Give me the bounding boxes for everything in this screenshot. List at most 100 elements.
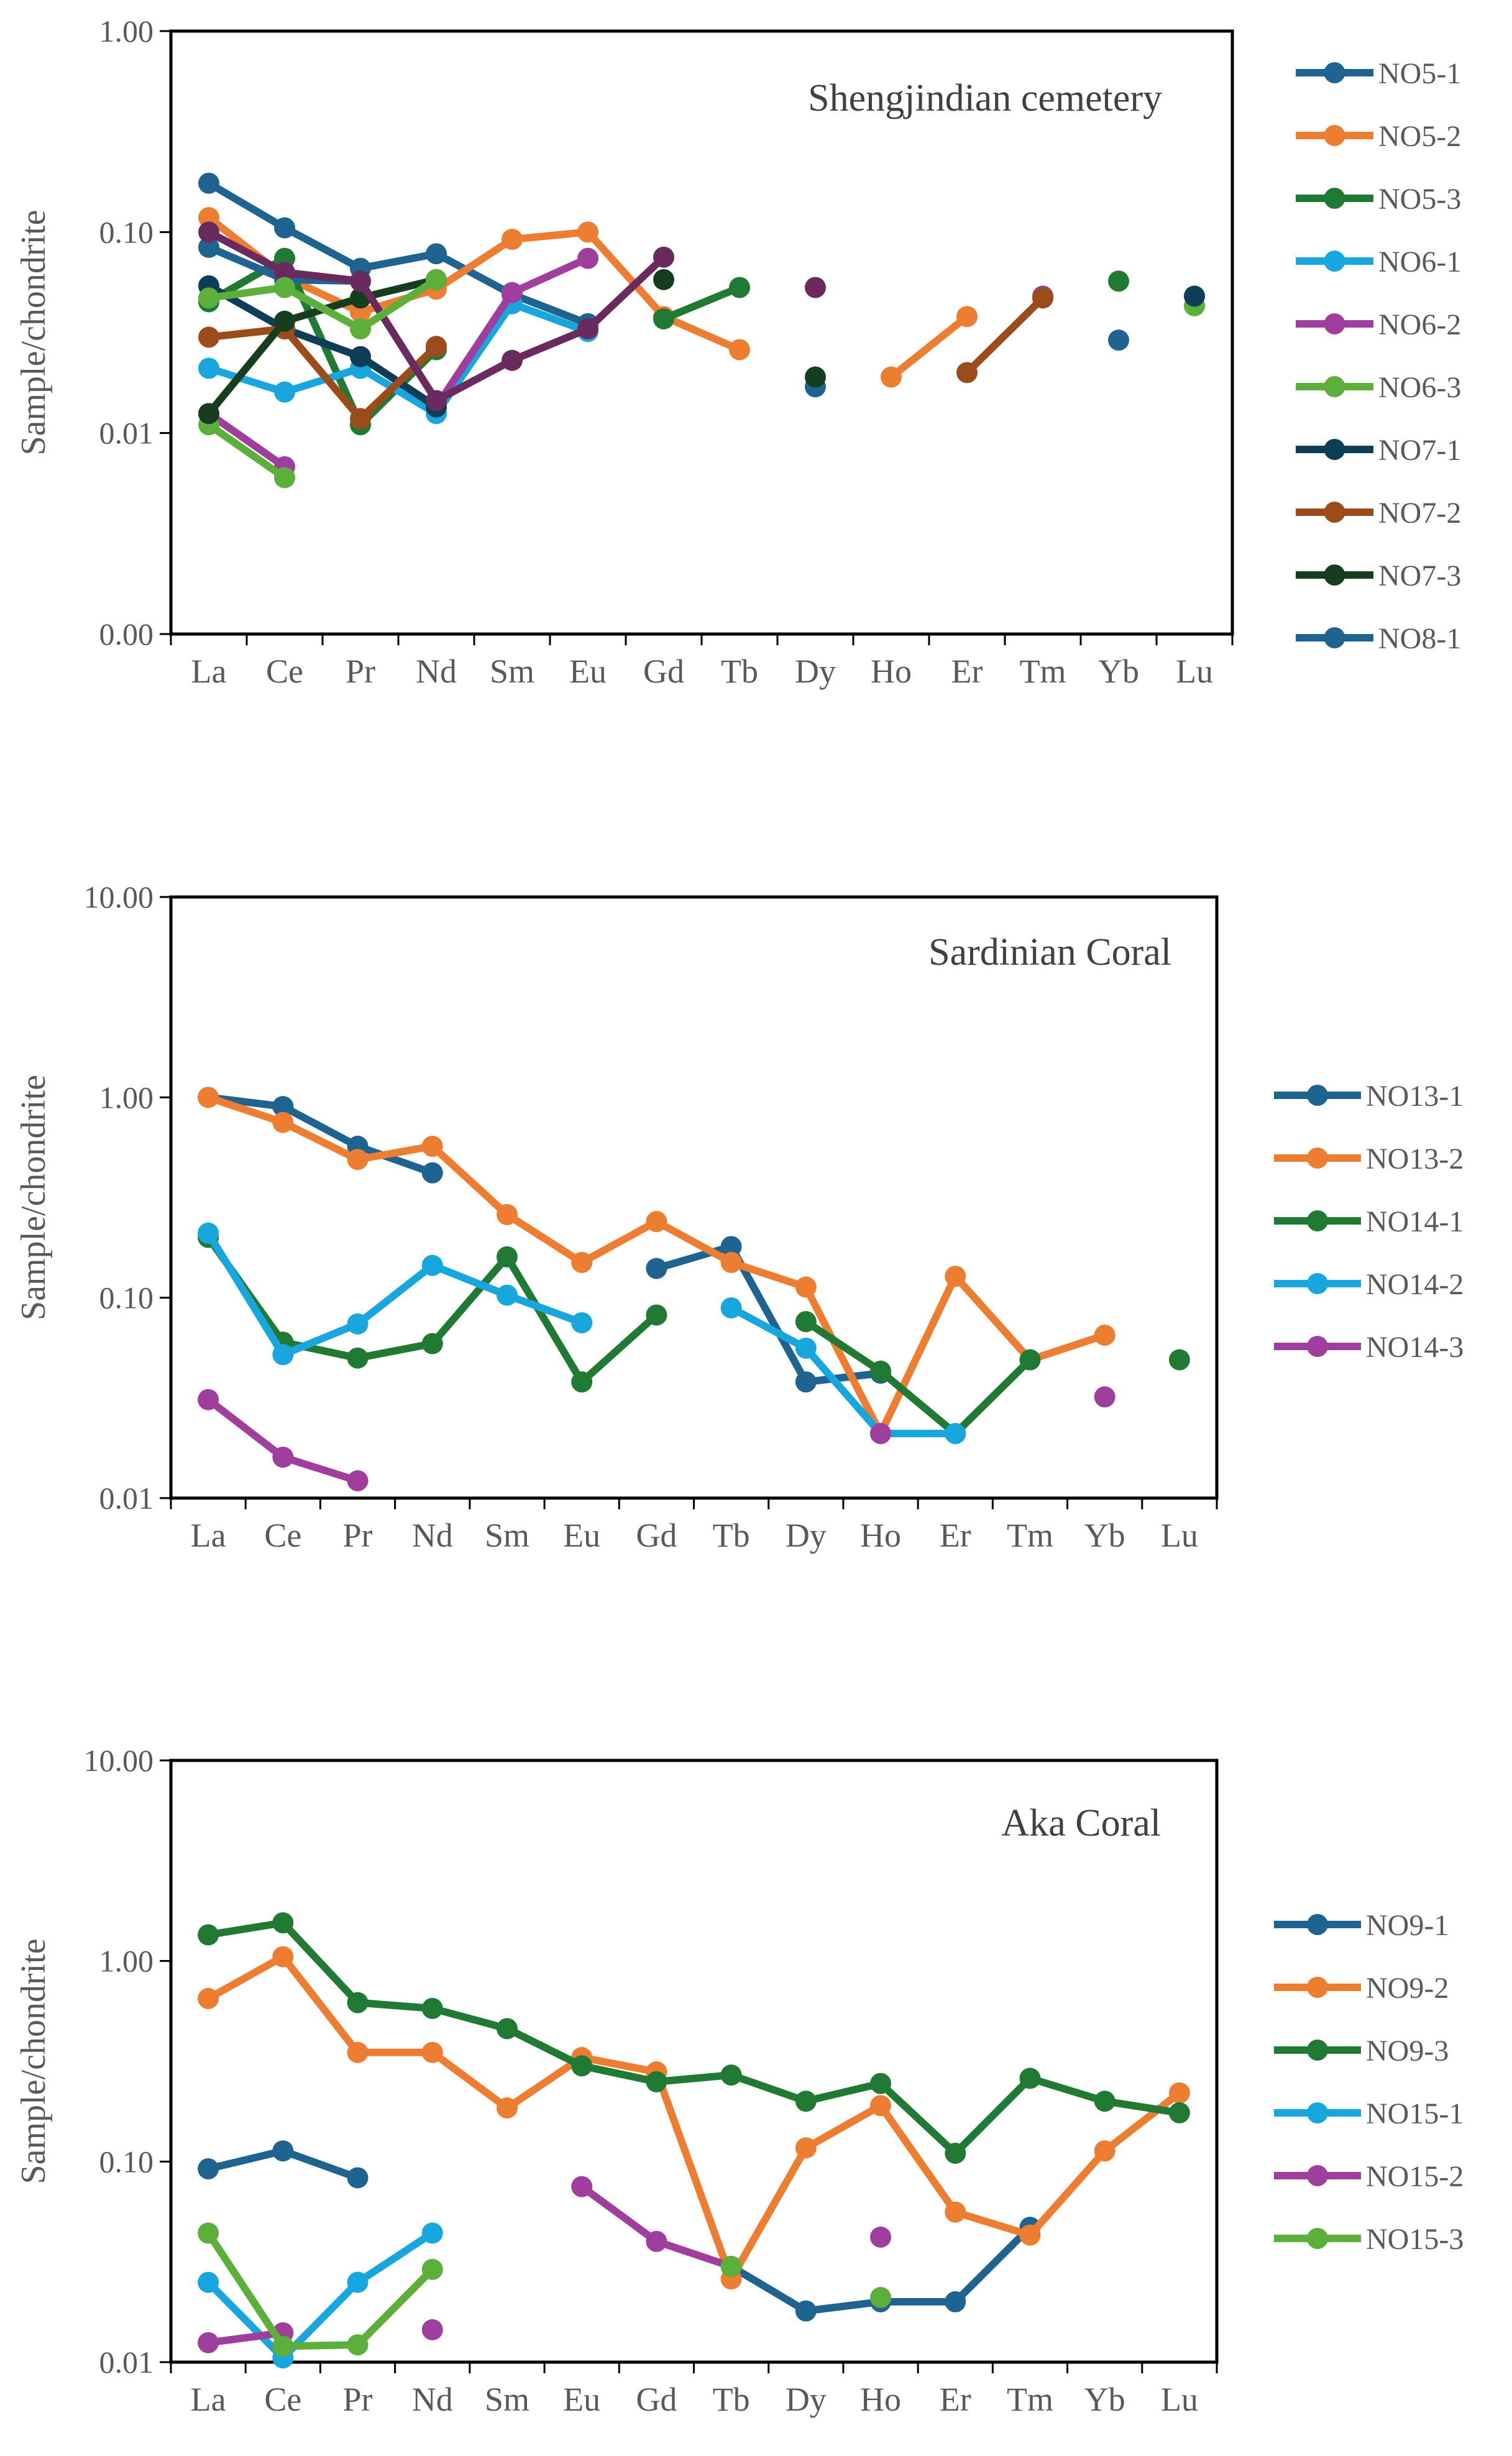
- legend-marker: [1307, 2102, 1328, 2123]
- series-line-segment: [204, 2329, 287, 2347]
- y-tick-label: 10.00: [84, 880, 154, 914]
- legend-label: NO5-2: [1378, 120, 1461, 153]
- series-NO15-2: [198, 2176, 892, 2353]
- data-point: [272, 1912, 294, 1934]
- series-line-segment: [653, 1243, 735, 1272]
- series-line-segment: [1026, 2147, 1109, 2239]
- data-point: [577, 247, 598, 269]
- data-point: [198, 326, 219, 348]
- legend-label: NO5-3: [1378, 183, 1461, 216]
- series-line-segment: [727, 1304, 810, 1352]
- x-tick-label: Yb: [1098, 653, 1139, 690]
- data-point: [272, 1446, 294, 1468]
- series-line-segment: [887, 313, 971, 381]
- data-point: [198, 403, 219, 425]
- data-point: [646, 1304, 667, 1326]
- x-tick-label: Sm: [485, 2381, 529, 2418]
- data-point: [274, 217, 295, 239]
- data-point: [496, 1203, 518, 1225]
- series-NO9-3: [198, 1912, 1190, 2164]
- data-point: [646, 2071, 667, 2092]
- legend-item: NO15-3: [1274, 2223, 1464, 2256]
- series-line-segment: [428, 1143, 511, 1218]
- series-line-segment: [205, 228, 288, 277]
- series-line-segment: [660, 313, 743, 354]
- series-line-segment: [357, 343, 440, 423]
- legend: NO9-1 NO9-2 NO9-3 NO15-1 NO15-2 NO15-3: [1274, 1909, 1464, 2256]
- series-line-segment: [204, 1396, 287, 1461]
- y-tick-label: 0.10: [99, 1281, 154, 1315]
- series-line-segment: [204, 1919, 287, 1939]
- x-tick-label: Er: [940, 2381, 971, 2418]
- x-tick-label: Er: [940, 1517, 971, 1554]
- series-line-segment: [279, 1103, 362, 1151]
- x-tick-label: Ho: [871, 653, 912, 690]
- series-line-segment: [1101, 2089, 1183, 2155]
- series-line-segment: [205, 283, 288, 302]
- series-line-segment: [578, 2054, 661, 2076]
- data-point: [347, 2041, 369, 2063]
- legend-label: NO7-1: [1378, 434, 1461, 467]
- data-point: [1168, 2102, 1190, 2123]
- data-point: [350, 346, 371, 367]
- data-point: [198, 1389, 219, 1410]
- series-line-segment: [653, 2237, 735, 2271]
- chart-1: 0.00 0.01 0.10 1.00 La Ce Pr Nd Sm Eu Gd Tb Dy Ho Er Tm…: [14, 14, 1461, 690]
- data-point: [347, 1470, 369, 1492]
- x-tick-label: La: [191, 2381, 226, 2418]
- legend-marker: [1324, 313, 1345, 334]
- data-point: [870, 2095, 892, 2117]
- legend-item: NO15-2: [1274, 2160, 1464, 2193]
- legend-item: NO9-2: [1274, 1972, 1449, 2005]
- legend-label: NO6-1: [1378, 246, 1461, 278]
- x-tick-label: Tm: [1007, 2381, 1053, 2418]
- data-point: [1094, 2090, 1116, 2112]
- series-line-segment: [204, 2278, 287, 2362]
- data-point: [198, 207, 219, 229]
- data-point: [870, 2226, 892, 2248]
- data-point: [1019, 2067, 1041, 2089]
- data-point: [945, 1423, 966, 1445]
- series-line-segment: [205, 179, 288, 232]
- data-point: [198, 172, 219, 194]
- data-point: [653, 269, 674, 290]
- x-tick-label: Ho: [860, 1517, 901, 1554]
- series-line-segment: [584, 228, 667, 321]
- series-line-segment: [508, 290, 592, 328]
- series-line-segment: [204, 1093, 287, 1126]
- series-line-segment: [205, 410, 288, 471]
- data-point: [198, 2158, 219, 2180]
- data-point: [350, 318, 371, 340]
- data-point: [945, 2142, 966, 2164]
- series-line-segment: [204, 1229, 287, 1359]
- legend-marker: [1307, 1210, 1328, 1231]
- data-point: [272, 1096, 294, 1118]
- data-point: [198, 236, 219, 258]
- data-point: [577, 318, 598, 340]
- series-line-segment: [281, 325, 364, 361]
- series-line-segment: [281, 269, 364, 285]
- y-tick-label: 0.01: [99, 416, 154, 451]
- series-line-segment: [281, 325, 364, 423]
- series-line-segment: [503, 2054, 586, 2112]
- series-line-segment: [951, 2224, 1034, 2306]
- y-tick-label: 0.10: [99, 214, 154, 249]
- legend-marker: [1307, 2040, 1328, 2061]
- legend-label: NO14-2: [1366, 1268, 1464, 1301]
- series-NO7-2: [198, 287, 1053, 430]
- data-point: [274, 262, 295, 283]
- x-tick-label: Lu: [1176, 653, 1213, 690]
- data-point: [571, 1312, 593, 1333]
- data-point: [870, 2287, 892, 2309]
- data-point: [347, 1149, 369, 1171]
- x-tick-label: Gd: [636, 2381, 677, 2418]
- legend-label: NO15-3: [1366, 2223, 1464, 2256]
- data-point: [426, 336, 447, 357]
- x-tick-label: Er: [951, 653, 983, 690]
- data-point: [421, 1333, 443, 1354]
- legend-item: NO5-1: [1296, 57, 1461, 90]
- data-point: [1108, 270, 1129, 292]
- series-line-segment: [578, 1311, 661, 1386]
- legend-label: NO14-3: [1366, 1331, 1464, 1364]
- series-NO15-3: [198, 2222, 892, 2357]
